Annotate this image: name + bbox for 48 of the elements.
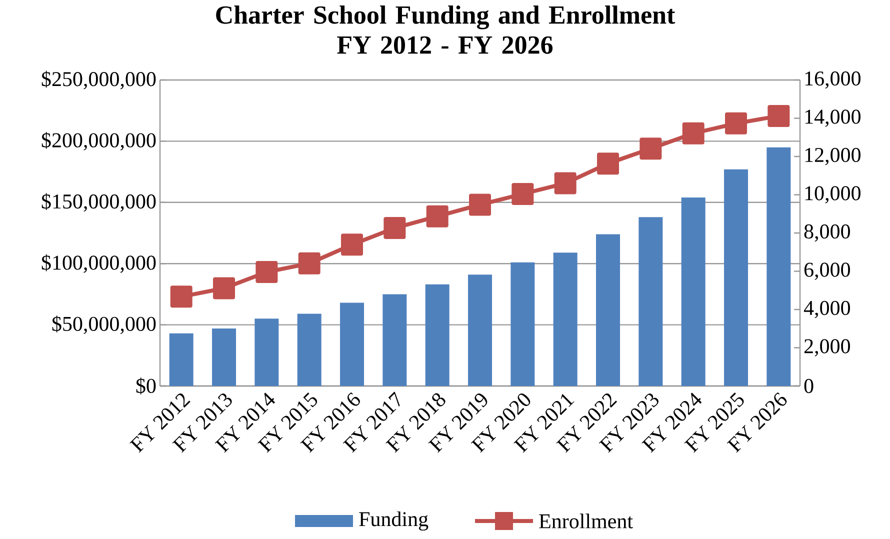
point [256, 261, 278, 284]
point [554, 172, 576, 194]
bar [468, 274, 492, 386]
point [298, 252, 320, 274]
point [768, 104, 790, 127]
y2-tick-label: 16,000 [805, 71, 860, 89]
point [213, 277, 236, 300]
point [426, 205, 448, 228]
bar [254, 318, 279, 386]
bar [681, 198, 706, 386]
y2-tick-label: 12,000 [805, 148, 860, 166]
point [384, 217, 406, 240]
point [512, 182, 534, 205]
bar [510, 262, 535, 386]
bar [382, 294, 407, 386]
y2-tick-label: 0 [804, 378, 814, 394]
bar [212, 328, 236, 386]
point [469, 194, 492, 216]
point [725, 112, 748, 134]
bar [553, 252, 578, 386]
bar [169, 333, 194, 386]
bar [724, 169, 748, 386]
y2-tick-label: 14,000 [805, 110, 860, 127]
bar [297, 314, 322, 386]
bar [340, 302, 364, 386]
y-tick-label: $150,000,000 [42, 193, 156, 212]
bar [425, 284, 450, 386]
y2-tick-label: 6,000 [804, 262, 850, 280]
legend-label: Funding [359, 511, 428, 531]
legend-label: Enrollment [539, 514, 633, 528]
y-tick-label: $100,000,000 [42, 254, 156, 273]
y-tick-label: $0 [136, 378, 156, 394]
y-tick-label: $50,000,000 [52, 316, 156, 334]
bar [766, 147, 791, 386]
y-tick-label: $250,000,000 [42, 70, 156, 90]
point [682, 122, 704, 144]
point [597, 152, 620, 175]
bar [638, 217, 663, 386]
y2-tick-label: 2,000 [804, 339, 850, 356]
bar [596, 234, 620, 386]
y2-tick-label: 10,000 [805, 186, 860, 204]
point [341, 234, 364, 256]
point [170, 286, 192, 308]
y2-tick-label: 4,000 [804, 300, 850, 318]
y-tick-label: $200,000,000 [42, 132, 156, 150]
chart-title: Charter School Funding and Enrollment FY 2012 - FY 2026 [216, 6, 676, 54]
point [640, 138, 662, 160]
y2-tick-label: 8,000 [804, 224, 850, 242]
